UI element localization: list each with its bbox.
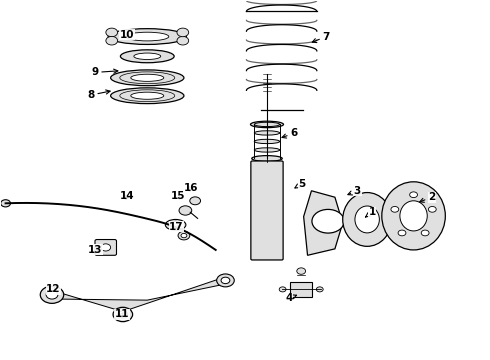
Circle shape — [0, 200, 10, 207]
Text: 14: 14 — [120, 191, 135, 201]
Circle shape — [398, 230, 406, 236]
Ellipse shape — [254, 139, 280, 144]
Circle shape — [221, 277, 230, 284]
Text: 4: 4 — [285, 293, 296, 303]
Text: 11: 11 — [115, 310, 129, 319]
Polygon shape — [52, 277, 225, 312]
Ellipse shape — [355, 206, 379, 233]
Circle shape — [177, 28, 189, 37]
Circle shape — [428, 207, 436, 212]
Ellipse shape — [131, 92, 164, 99]
Ellipse shape — [134, 53, 161, 59]
Ellipse shape — [254, 148, 280, 152]
Circle shape — [101, 244, 111, 251]
Text: 7: 7 — [312, 32, 330, 42]
FancyBboxPatch shape — [291, 282, 312, 297]
Circle shape — [177, 36, 189, 45]
Text: 8: 8 — [87, 90, 110, 100]
Ellipse shape — [108, 29, 186, 44]
Circle shape — [279, 287, 286, 292]
Circle shape — [190, 197, 200, 205]
Text: 2: 2 — [420, 192, 435, 202]
Text: 9: 9 — [92, 67, 118, 77]
Circle shape — [181, 233, 187, 238]
Text: 16: 16 — [184, 183, 198, 193]
Text: 15: 15 — [171, 191, 185, 201]
Circle shape — [40, 286, 64, 303]
Circle shape — [171, 221, 180, 228]
Circle shape — [217, 274, 234, 287]
Ellipse shape — [254, 122, 280, 127]
Text: 10: 10 — [120, 30, 134, 40]
Text: 5: 5 — [295, 179, 306, 189]
Circle shape — [46, 291, 58, 299]
Circle shape — [312, 210, 344, 233]
Circle shape — [178, 231, 190, 240]
FancyBboxPatch shape — [95, 239, 117, 255]
Ellipse shape — [400, 201, 427, 231]
Circle shape — [410, 192, 417, 198]
Ellipse shape — [111, 88, 184, 104]
Circle shape — [297, 268, 306, 274]
Ellipse shape — [254, 131, 280, 135]
Circle shape — [118, 311, 128, 318]
Ellipse shape — [250, 121, 284, 128]
Text: 12: 12 — [46, 284, 61, 294]
Circle shape — [106, 28, 118, 37]
Text: 1: 1 — [366, 207, 376, 217]
Text: 17: 17 — [169, 222, 184, 231]
Circle shape — [179, 206, 192, 215]
FancyBboxPatch shape — [251, 161, 283, 260]
Ellipse shape — [131, 74, 164, 81]
Circle shape — [113, 307, 133, 321]
Circle shape — [391, 207, 399, 212]
Ellipse shape — [121, 50, 174, 63]
Ellipse shape — [343, 193, 392, 246]
Circle shape — [421, 230, 429, 236]
Ellipse shape — [126, 32, 169, 41]
Text: 6: 6 — [282, 129, 297, 138]
Circle shape — [106, 36, 118, 45]
Ellipse shape — [111, 70, 184, 86]
Circle shape — [317, 287, 323, 292]
Polygon shape — [304, 191, 343, 255]
Text: 13: 13 — [88, 245, 102, 255]
Ellipse shape — [382, 182, 445, 250]
Text: 3: 3 — [348, 186, 361, 196]
Ellipse shape — [165, 220, 186, 230]
Ellipse shape — [252, 156, 282, 161]
